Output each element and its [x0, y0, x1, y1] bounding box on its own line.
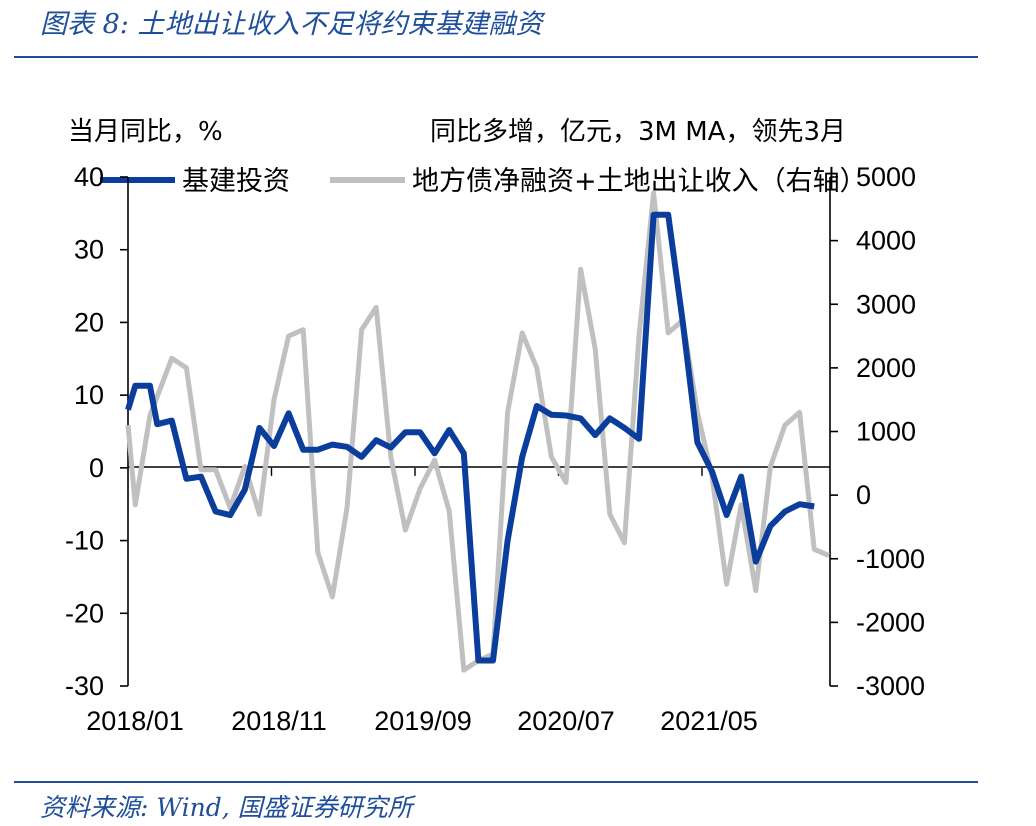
- x-tick-label: 2018/11: [231, 706, 327, 736]
- left-tick-label: 10: [74, 380, 104, 410]
- right-tick-label: 1000: [856, 417, 916, 447]
- legend: 基建投资 地方债净融资+土地出让收入（右轴）: [100, 166, 867, 197]
- series-line-financing: [125, 190, 830, 673]
- left-axis: 40 30 20 10 0 -10 -20 -30: [65, 162, 129, 701]
- x-tick-label: 2019/09: [374, 706, 472, 736]
- right-tick-label: 4000: [856, 226, 916, 256]
- source-note: 资料来源: Wind, 国盛证券研究所: [40, 793, 413, 822]
- right-tick-label: -2000: [856, 607, 925, 637]
- left-tick-label: 0: [89, 453, 104, 483]
- right-tick-label: 2000: [856, 353, 916, 383]
- left-tick-label: 40: [74, 162, 104, 192]
- series-layer: [125, 190, 830, 673]
- legend-label-financing: 地方债净融资+土地出让收入（右轴）: [412, 166, 867, 197]
- x-tick-label: 2021/05: [660, 706, 758, 736]
- legend-label-infrastructure: 基建投资: [182, 166, 290, 197]
- right-tick-label: -1000: [856, 544, 925, 574]
- right-tick-label: -3000: [856, 671, 925, 701]
- x-tick-label: 2020/07: [517, 706, 615, 736]
- left-tick-label: -20: [65, 598, 104, 628]
- right-axis: 5000 4000 3000 2000 1000 0 -1000 -2000 -3000: [829, 162, 925, 701]
- series-line-infrastructure: [125, 211, 815, 664]
- left-tick-label: -10: [65, 526, 104, 556]
- right-axis-title: 同比多增，亿元，3M MA，领先3月: [430, 117, 846, 147]
- x-tick-label: 2018/01: [86, 706, 184, 736]
- left-tick-label: 20: [74, 307, 104, 337]
- left-tick-label: -30: [65, 671, 104, 701]
- right-tick-label: 5000: [856, 162, 916, 192]
- left-axis-title: 当月同比，%: [68, 117, 223, 147]
- right-tick-label: 0: [856, 480, 871, 510]
- left-tick-label: 30: [74, 235, 104, 265]
- figure-title: 图表 8: 土地出让收入不足将约束基建融资: [40, 9, 543, 40]
- right-tick-label: 3000: [856, 289, 916, 319]
